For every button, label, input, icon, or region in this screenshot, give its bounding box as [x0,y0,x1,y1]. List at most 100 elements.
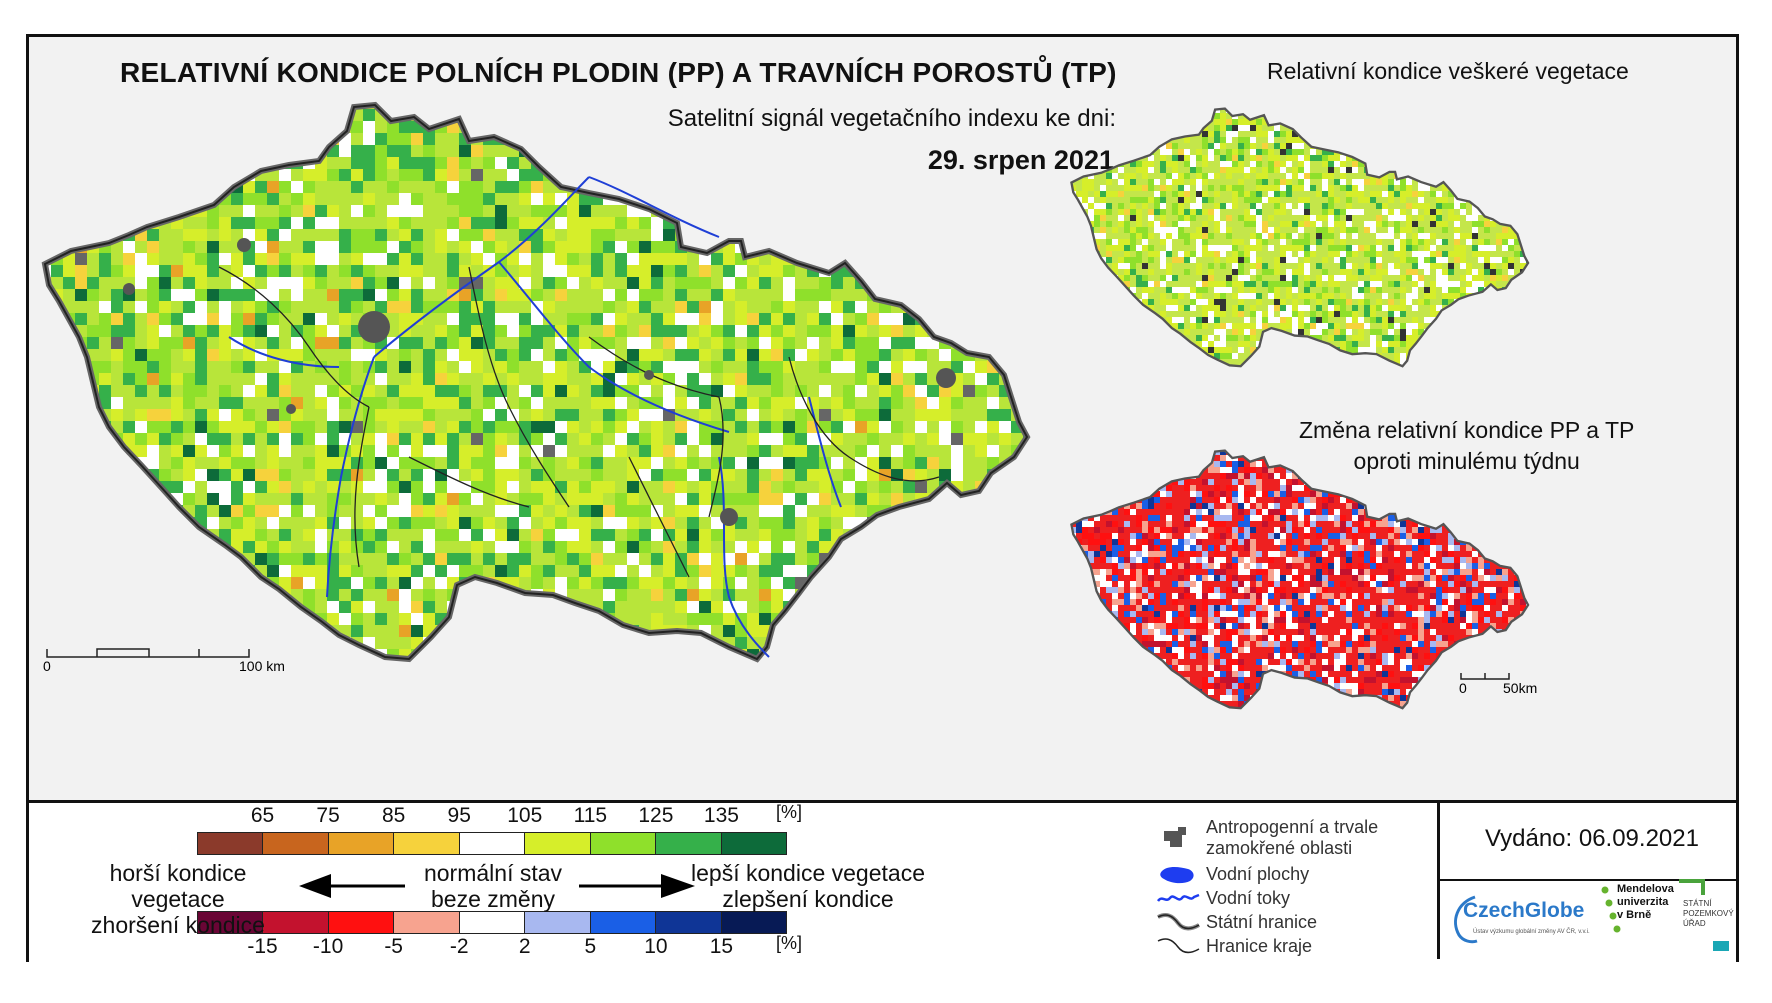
condition-tick: 135 [703,804,739,827]
region-border-label: Hranice kraje [1206,935,1313,956]
legend-urban: Antropogenní a trvale zamokřené oblasti [1156,817,1378,861]
change-tick: -5 [384,935,403,958]
river-icon [1156,893,1200,902]
change-tick: 15 [709,935,734,958]
change-color-bar [197,911,787,934]
inset-change-title-line2: oproti minulému týdnu [1353,448,1580,474]
condition-color-5 [525,833,591,854]
condition-color-7 [656,833,722,854]
main-subtitle: Satelitní signál vegetačního indexu ke d… [667,105,1116,132]
inset-scale-bar [1460,673,1510,680]
urban-area-icon [1164,827,1186,847]
condition-color-bar [197,832,787,855]
czechglobe-arc-icon [1454,895,1478,944]
change-color-4 [459,912,526,933]
normal-label-line2: beze změny [430,886,555,912]
main-condition-map[interactable]: 0 100 km 0 50km [29,37,1736,795]
change-color-6 [590,912,657,933]
inset-scale-end: 50km [1503,680,1537,696]
spu-mark-icon [1679,879,1729,951]
legend-panel: 65 75 85 95 105 115 125 135 [%] -15 -10 -5 -2 2 5 10 15… [29,800,1736,962]
mendelu-dots-icon [1601,886,1621,933]
mendelu-logo: Mendelova univerzita v Brně [1599,881,1689,951]
change-tick: -10 [312,935,344,958]
spu-line2: POZEMKOVÝ [1683,909,1734,918]
inset-all-title: Relativní kondice veškeré vegetace [1267,58,1629,84]
change-color-0 [198,912,264,933]
change-color-7 [656,912,722,933]
spu-logo: STÁTNÍ POZEMKOVÝ ÚŘAD [1677,877,1734,957]
change-color-5 [525,912,591,933]
change-tick: -2 [449,935,469,958]
urban-label-line2: zamokřené oblasti [1206,838,1353,858]
normal-label: normální stav beze změny [409,860,577,912]
condition-color-1 [263,833,329,854]
condition-color-8 [721,833,786,854]
main-scale-end: 100 km [239,658,285,674]
condition-tick: 85 [381,804,406,827]
change-unit: [%] [775,933,803,953]
condition-tick: 105 [507,804,543,827]
river-label: Vodní toky [1206,887,1291,908]
condition-color-4 [459,833,526,854]
legend-river: Vodní toky [1156,887,1290,909]
main-date: 29. srpen 2021 [927,145,1114,175]
worse-label-line2: zhoršení kondice [91,912,265,938]
change-tick: -15 [247,935,278,958]
change-tick: 2 [518,935,531,958]
condition-color-2 [328,833,395,854]
main-scale-bar [46,648,250,658]
better-label: lepší kondice vegetace zlepšení kondice [689,860,927,912]
better-label-line1: lepší kondice vegetace [691,860,925,886]
worse-label-line1: horší kondice vegetace [109,860,247,912]
condition-tick: 65 [250,804,275,827]
change-tick: 10 [644,935,668,958]
spu-name: STÁTNÍ POZEMKOVÝ ÚŘAD [1683,899,1734,929]
czechglobe-sub: Ústav výzkumu globální změny AV ČR, v.v.… [1473,929,1590,935]
change-tick: 5 [584,935,597,958]
condition-tick: 125 [638,804,674,827]
issued-divider [1440,879,1736,881]
inset-change-map[interactable] [1064,419,1544,713]
condition-tick: 75 [316,804,340,827]
change-color-1 [263,912,329,933]
water-body-label: Vodní plochy [1206,863,1310,884]
issued-date: Vydáno: 06.09.2021 [1485,825,1699,852]
state-border-label: Státní hranice [1206,911,1318,932]
mendelu-name: Mendelova univerzita v Brně [1617,883,1674,922]
condition-tick: 95 [447,804,471,827]
state-border-icon [1157,913,1200,931]
change-color-8 [721,912,786,933]
normal-label-line1: normální stav [423,860,563,886]
legend-state-border: Státní hranice [1156,911,1317,933]
map-panel: RELATIVNÍ KONDICE POLNÍCH PLODIN (PP) A … [29,37,1736,795]
legend-divider [1437,803,1440,959]
change-color-3 [394,912,460,933]
condition-color-6 [590,833,657,854]
mendelu-line1: Mendelova [1617,883,1674,895]
arrow-left-icon [299,874,405,898]
czechglobe-name: CzechGlobe [1463,899,1585,922]
inset-change-title: Změna relativní kondice PP a TP oproti m… [1299,415,1634,477]
spu-line3: ÚŘAD [1683,919,1706,928]
arrow-right-icon [579,874,695,898]
condition-unit: [%] [775,802,803,822]
condition-color-3 [394,833,460,854]
inset-all-vegetation-map[interactable] [1064,77,1544,371]
water-body-icon [1160,867,1194,884]
legend-region-border: Hranice kraje [1156,935,1312,957]
mendelu-line3: v Brně [1617,909,1652,921]
main-scale-start: 0 [43,658,51,674]
region-border-icon [1157,938,1200,954]
czechglobe-logo: CzechGlobe Ústav výzkumu globální změny … [1449,889,1590,953]
worse-label: horší kondice vegetace zhoršení kondice [63,860,293,938]
urban-label-line1: Antropogenní a trvale [1206,817,1379,837]
change-color-2 [328,912,395,933]
condition-tick: 115 [573,804,608,827]
mendelu-line2: univerzita [1617,896,1669,908]
figure-frame: RELATIVNÍ KONDICE POLNÍCH PLODIN (PP) A … [26,34,1739,962]
condition-color-0 [198,833,264,854]
main-title: RELATIVNÍ KONDICE POLNÍCH PLODIN (PP) A … [120,57,1117,88]
better-label-line2: zlepšení kondice [722,886,894,912]
inset-scale-start: 0 [1459,680,1467,696]
